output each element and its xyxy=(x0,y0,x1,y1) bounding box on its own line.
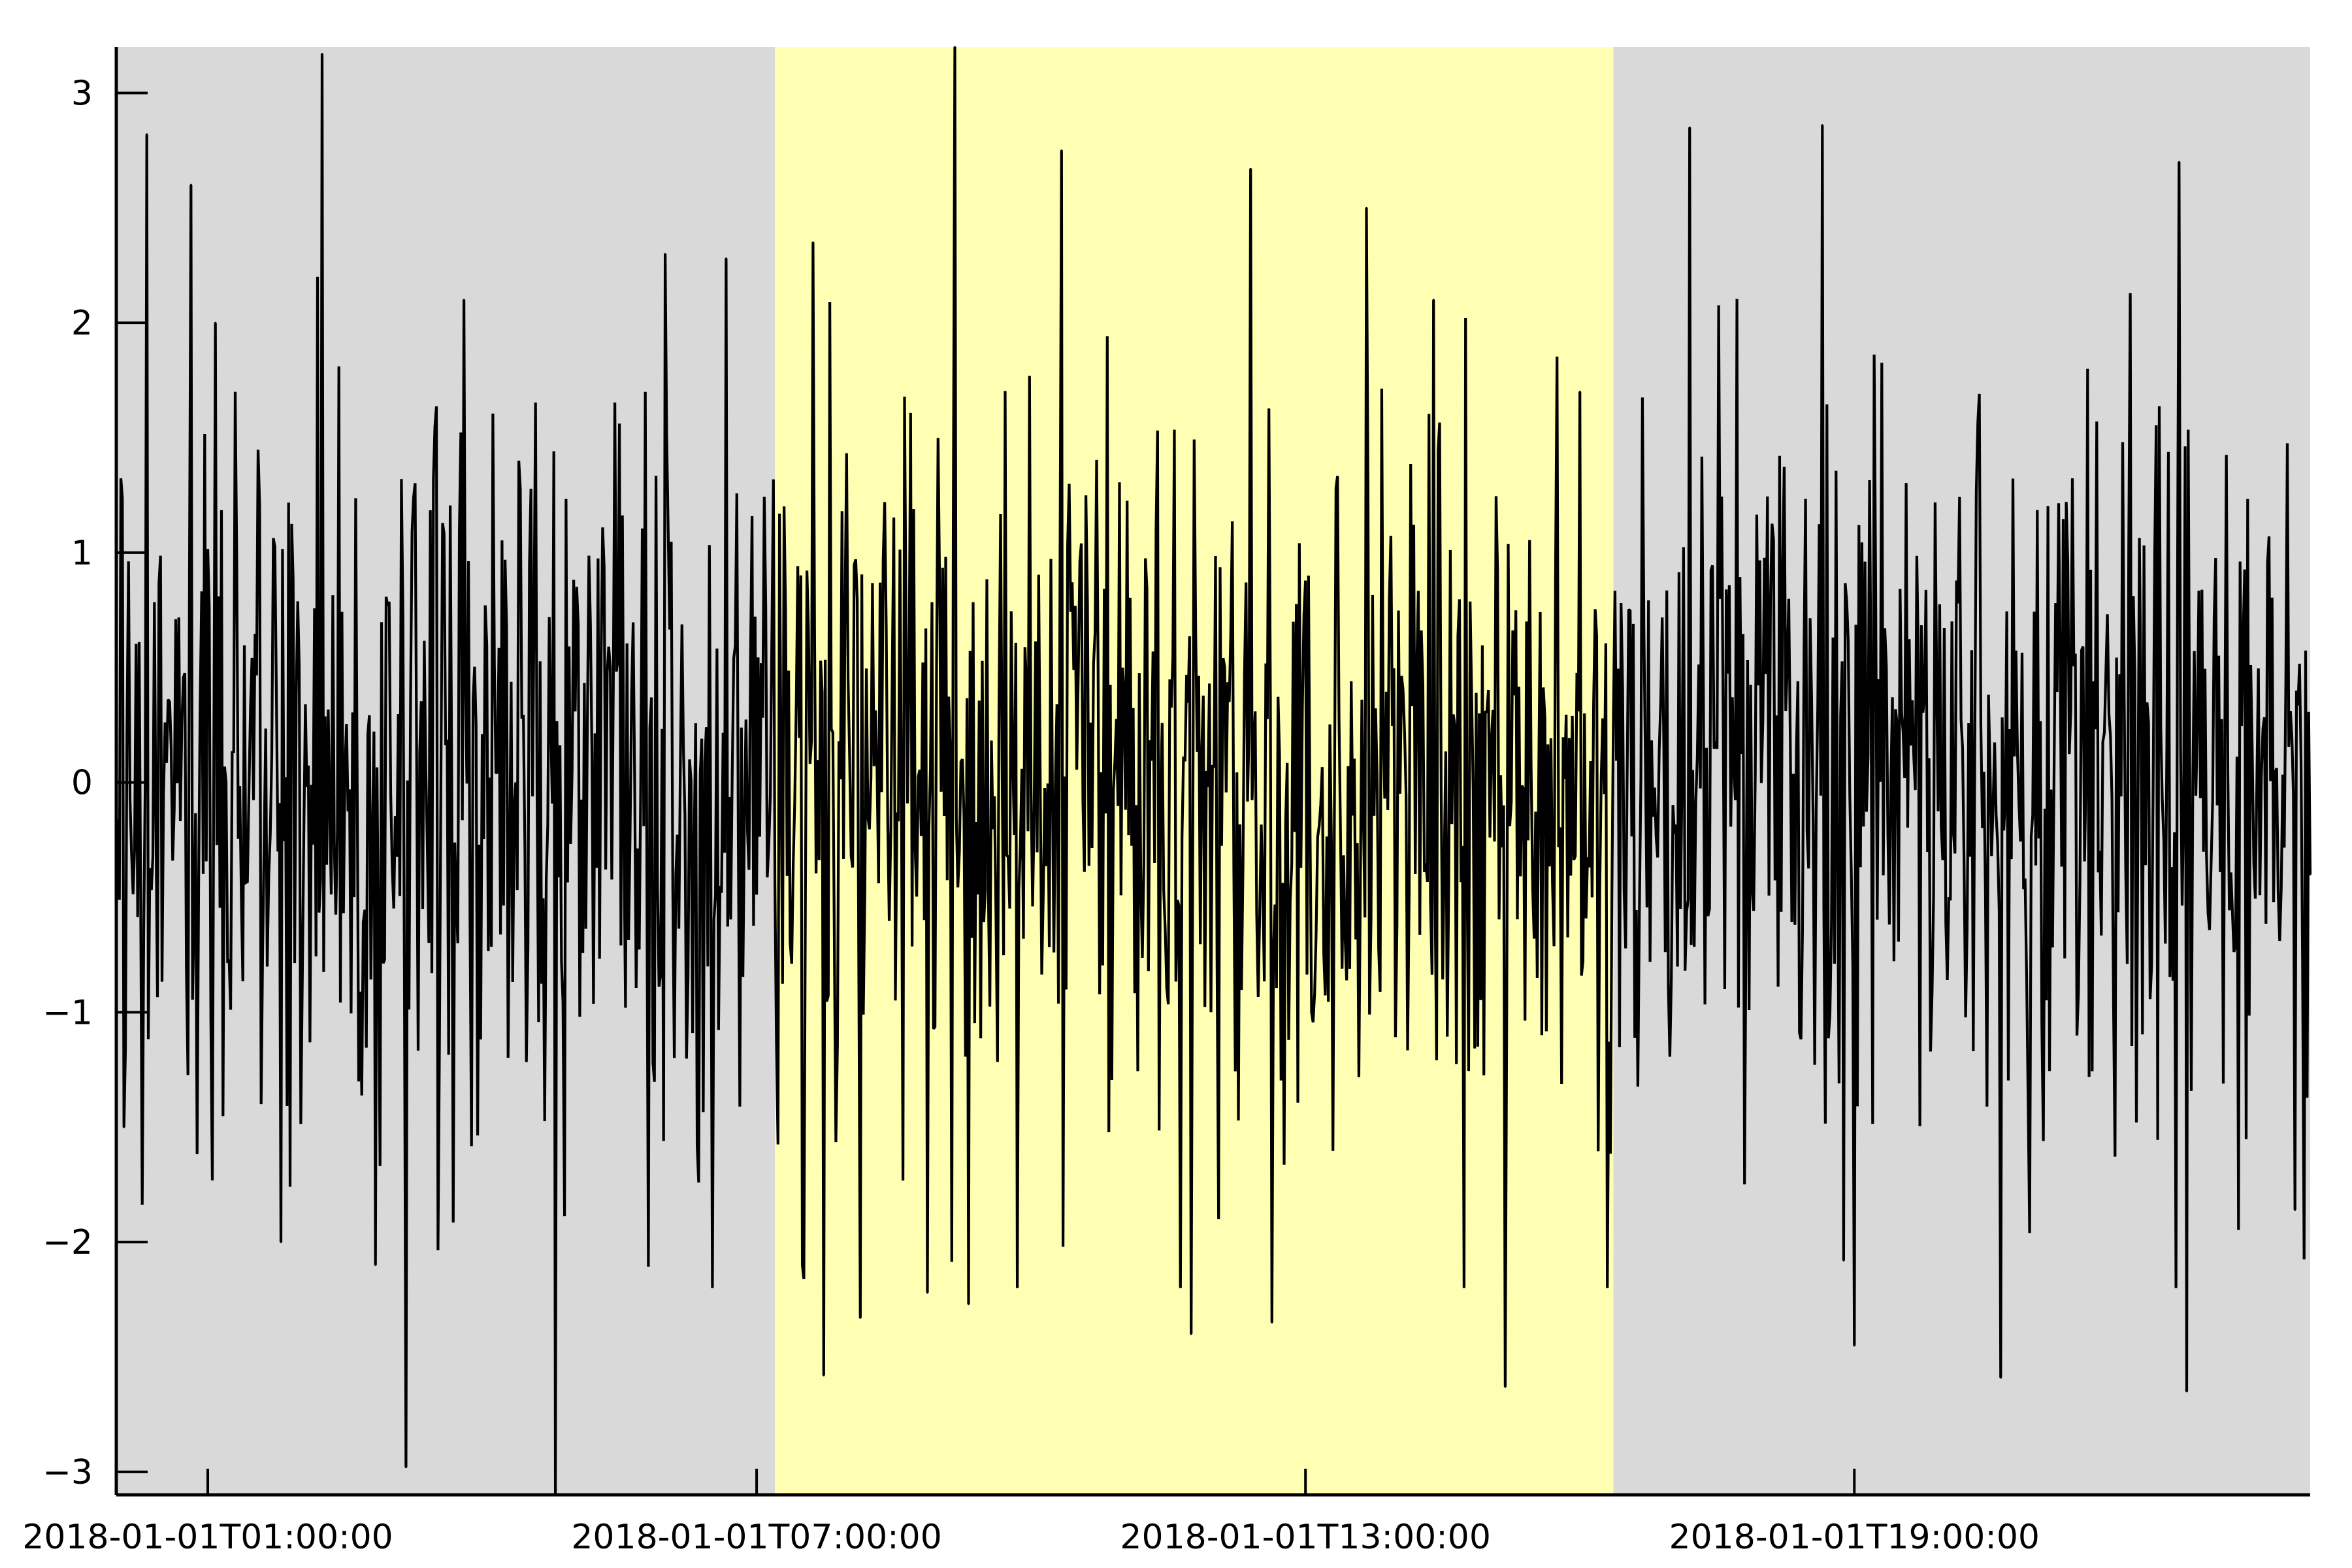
y-tick-label-1: 2 xyxy=(71,304,93,343)
series-point-33 xyxy=(2185,1390,2188,1393)
series-point-18 xyxy=(953,46,956,48)
series-point-32 xyxy=(1999,1377,2002,1379)
series-point-15 xyxy=(823,1374,825,1377)
series-point-27 xyxy=(1578,391,1581,393)
y-tick-label-3: 0 xyxy=(71,764,93,803)
y-tick-label-6: −3 xyxy=(42,1453,93,1492)
tick-marks xyxy=(116,91,1856,1495)
series-point-9 xyxy=(463,299,465,301)
series-point-5 xyxy=(280,1241,282,1243)
series-point-25 xyxy=(1432,299,1435,301)
series-point-26 xyxy=(1504,1386,1507,1388)
series-point-23 xyxy=(1271,1321,1273,1324)
series-point-11 xyxy=(664,253,666,255)
y-tick-label-4: −1 xyxy=(42,993,93,1032)
series-point-16 xyxy=(859,1316,862,1319)
series-point-2 xyxy=(146,133,148,136)
series-point-31 xyxy=(1853,1344,1855,1347)
x-tick-label-2: 2018-01-01T13:00:00 xyxy=(1120,1518,1491,1557)
series-point-14 xyxy=(811,241,814,244)
series-point-21 xyxy=(1190,1333,1192,1335)
series-point-12 xyxy=(725,257,727,260)
series-point-17 xyxy=(926,1291,928,1294)
series-point-35 xyxy=(2294,1209,2296,1211)
x-tick-label-1: 2018-01-01T07:00:00 xyxy=(571,1518,942,1557)
tick-labels: 3 2 1 0 −1 −2 −3 2018-01-01T01:00:00 2018-01-01T… xyxy=(22,74,2040,1557)
series-point-29 xyxy=(1821,124,1823,127)
series-point-8 xyxy=(404,1466,407,1469)
series-point-36 xyxy=(2309,873,2311,875)
y-tick-label-5: −2 xyxy=(42,1223,93,1262)
series-point-24 xyxy=(1365,206,1368,209)
series-point-34 xyxy=(2178,161,2180,163)
y-tick-label-0: 3 xyxy=(71,74,93,113)
series-point-13 xyxy=(801,1264,804,1266)
x-tick-label-0: 2018-01-01T01:00:00 xyxy=(22,1518,393,1557)
series-point-1 xyxy=(123,1126,125,1128)
series-point-7 xyxy=(374,1264,377,1266)
series-line-0 xyxy=(114,46,2312,1495)
x-tick-label-3: 2018-01-01T19:00:00 xyxy=(1669,1518,2040,1557)
series-point-20 xyxy=(1060,149,1063,152)
axes xyxy=(114,47,2310,1497)
series-point-28 xyxy=(1688,126,1691,129)
series-point-22 xyxy=(1249,167,1252,170)
series-point-30 xyxy=(1842,1259,1845,1262)
series-point-6 xyxy=(321,53,323,56)
series-point-19 xyxy=(967,1303,970,1305)
series-point-4 xyxy=(214,321,217,324)
y-tick-label-2: 1 xyxy=(71,534,93,573)
series-point-3 xyxy=(189,184,192,186)
